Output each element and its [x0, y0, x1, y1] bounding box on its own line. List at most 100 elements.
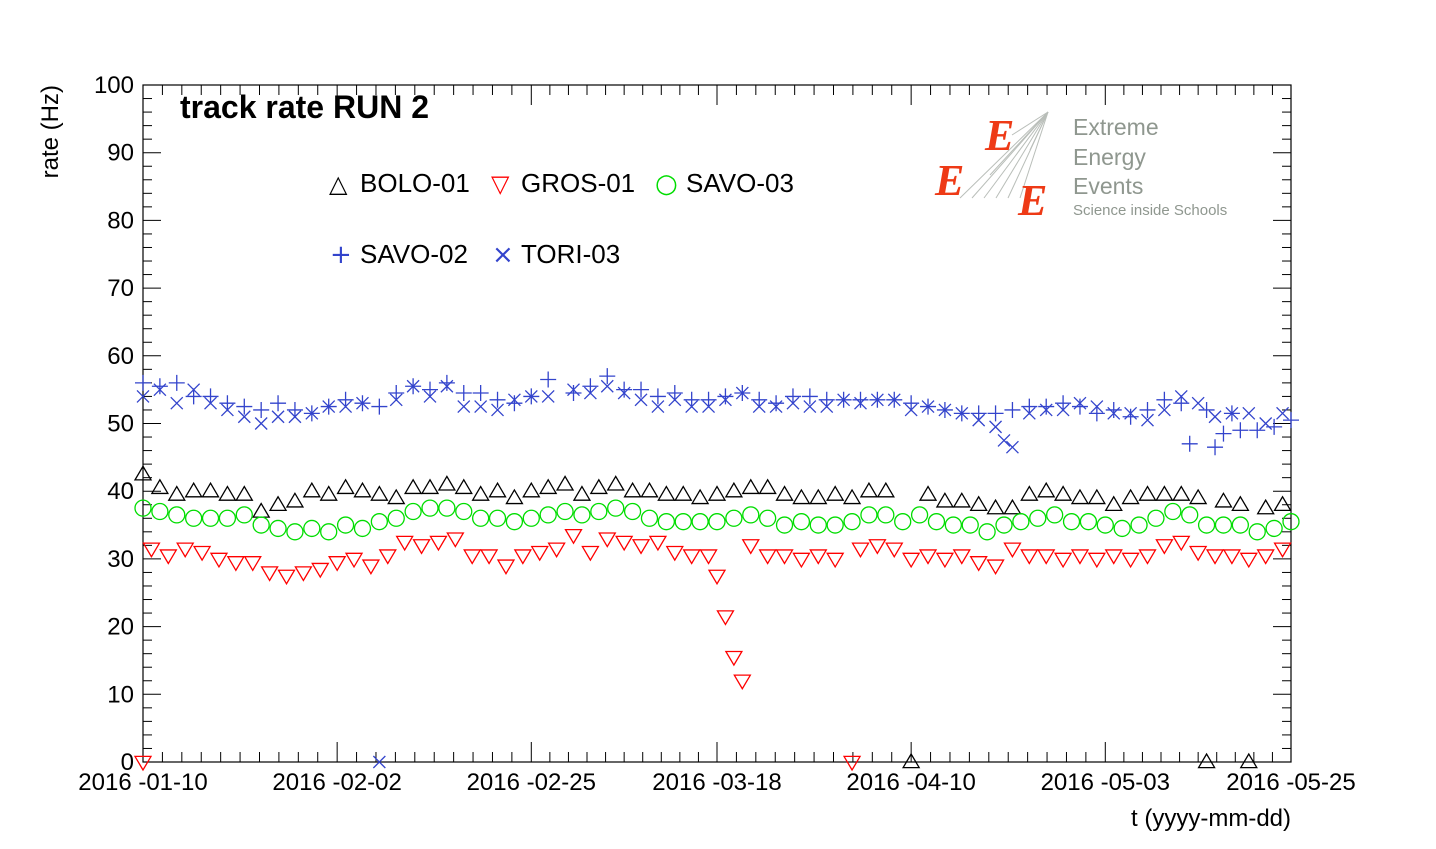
savo-02-point: [1122, 408, 1139, 425]
savo-03-point: [573, 506, 591, 524]
gros-01-point: [741, 539, 760, 555]
gros-01-point: [682, 549, 701, 565]
gros-01-point: [530, 545, 549, 562]
logo-tagline: Science inside Schools: [1073, 202, 1227, 219]
savo-03-point: [657, 513, 676, 531]
legend-label-bolo-01: BOLO-01: [360, 168, 470, 198]
savo-02-point: [768, 395, 785, 412]
legend: △ BOLO-01 ▽ GROS-01 ○ SAVO-03 + SAVO-02 …: [329, 168, 794, 270]
savo-03-point: [370, 513, 389, 531]
savo-03-point: [1282, 513, 1300, 531]
legend-entry-tori-03: × TORI-03: [492, 239, 620, 270]
gros-01-point: [842, 755, 862, 772]
legend-entry-bolo-01: △ BOLO-01: [329, 168, 470, 198]
tori-03-point: [271, 410, 285, 424]
chart-title: track rate RUN 2: [180, 89, 429, 125]
savo-03-point: [708, 513, 726, 531]
tori-03-point: [406, 379, 420, 393]
gros-01-point: [192, 545, 212, 562]
legend-entry-gros-01: ▽ GROS-01: [491, 168, 635, 198]
tori-03-point: [305, 406, 319, 420]
legend-label-tori-03: TORI-03: [521, 239, 620, 269]
savo-03-point: [1012, 513, 1030, 531]
bolo-01-point: [1273, 495, 1292, 511]
savo-03-point: [455, 502, 473, 521]
x-tick-label: 2016 -01-10: [78, 769, 207, 796]
bolo-01-point: [1239, 752, 1258, 769]
bolo-01-point: [1104, 495, 1123, 511]
bolo-01-point: [674, 485, 693, 501]
savo-03-point: [1029, 509, 1047, 527]
tori-03-point: [220, 403, 234, 417]
y-tick-label: 90: [107, 140, 134, 167]
bolo-01-point: [370, 485, 389, 501]
y-tick-label: 50: [107, 411, 134, 438]
gros-01-point: [496, 559, 516, 575]
legend-circle-icon: ○: [655, 169, 678, 199]
gros-01-point: [1239, 552, 1258, 569]
gros-01-point: [792, 552, 811, 569]
tori-03-point: [153, 383, 167, 397]
bolo-01-point: [268, 495, 288, 511]
gros-01-point: [902, 552, 921, 569]
tori-03-point: [288, 410, 302, 424]
bolo-01-point: [1256, 498, 1275, 515]
legend-cross-icon: ×: [492, 240, 514, 270]
bolo-01-point: [589, 478, 608, 495]
bolo-01-point: [539, 478, 558, 495]
tori-03-point: [1242, 406, 1256, 420]
logo-e-left: E: [934, 156, 964, 205]
legend-label-savo-03: SAVO-03: [686, 168, 794, 198]
tori-03-point: [1157, 403, 1171, 417]
tori-03-point: [1259, 417, 1273, 430]
bolo-01-point: [437, 475, 457, 491]
savo-02-point: [1139, 401, 1156, 418]
savo-03-point: [674, 513, 692, 531]
tori-03-point: [955, 406, 969, 420]
savo-02-point: [489, 391, 506, 408]
savo-02-point: [185, 388, 202, 405]
tori-03-point: [356, 396, 369, 410]
savo-03-point: [539, 506, 557, 524]
bolo-01-point: [522, 481, 541, 498]
bolo-01-point: [235, 485, 254, 501]
savo-03-point: [1265, 519, 1283, 538]
savo-03-point: [961, 516, 979, 534]
savo-02-point: [506, 395, 523, 412]
savo-03-point: [1197, 516, 1216, 534]
tori-03-point: [507, 393, 521, 407]
logo-line-events: Events: [1073, 173, 1143, 199]
savo-03-point: [758, 509, 777, 527]
legend-label-gros-01: GROS-01: [521, 168, 635, 198]
savo-02-point: [565, 385, 582, 402]
savo-03-point: [1130, 516, 1148, 534]
savo-02-point: [202, 388, 219, 405]
bolo-01-point: [167, 485, 186, 501]
savo-02-point: [168, 374, 185, 391]
tori-03-point: [491, 403, 504, 417]
gros-01-point: [1037, 549, 1056, 565]
savo-02-point: [717, 388, 734, 405]
savo-02-point: [438, 374, 455, 391]
savo-02-point: [1071, 398, 1088, 415]
savo-03-point: [1062, 513, 1081, 531]
x-tick-label: 2016 -04-10: [846, 769, 975, 796]
bolo-01-point: [184, 481, 203, 498]
savo-03-point: [387, 509, 405, 527]
savo-03-point: [353, 519, 372, 538]
tori-03-point: [769, 400, 783, 414]
gros-01-point: [547, 542, 566, 559]
tori-03-point: [1174, 389, 1188, 403]
tori-03-point: [372, 755, 386, 769]
gros-01-point: [1138, 549, 1157, 565]
bolo-01-point: [758, 478, 777, 495]
tori-03-point: [1191, 396, 1205, 410]
savo-02-point: [1232, 422, 1249, 439]
savo-03-point: [1231, 516, 1250, 534]
gros-01-point: [513, 549, 532, 565]
bolo-01-point: [1197, 752, 1216, 769]
gros-01-point: [1070, 549, 1090, 565]
tori-03-point: [904, 403, 918, 417]
gros-01-point: [918, 549, 938, 565]
tick-labels: 0 10 20 30 40 50 60 70 80 90 100 2016 -01-10 2016 -0…: [78, 72, 1355, 796]
